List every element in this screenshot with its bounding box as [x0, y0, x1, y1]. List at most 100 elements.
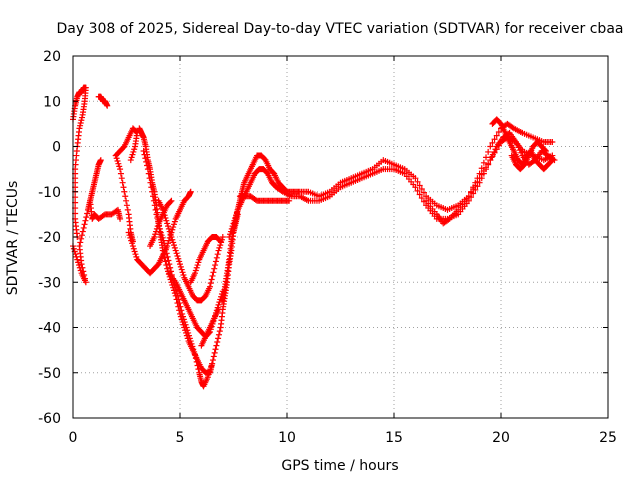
data-point: [168, 197, 175, 204]
data-point: [485, 160, 492, 167]
data-point: [286, 197, 293, 204]
data-point: [164, 220, 171, 227]
data-point: [163, 217, 170, 224]
data-point: [165, 257, 172, 264]
data-point: [414, 178, 421, 185]
data-point: [129, 240, 136, 247]
data-point: [158, 232, 165, 239]
data-point: [130, 245, 137, 252]
data-point: [487, 157, 494, 164]
data-point: [227, 231, 234, 238]
data-point: [207, 366, 214, 373]
data-point: [177, 303, 184, 310]
data-point: [474, 178, 481, 185]
data-point: [173, 250, 180, 257]
data-point: [233, 212, 240, 219]
data-point: [147, 179, 154, 186]
data-point: [84, 210, 91, 217]
data-point: [418, 186, 425, 193]
data-point: [212, 262, 219, 269]
data-point: [180, 272, 187, 279]
data-point: [164, 253, 171, 260]
data-point: [128, 154, 135, 161]
data-point: [478, 171, 485, 178]
data-point: [175, 255, 182, 262]
data-point: [191, 270, 198, 277]
data-point: [548, 157, 555, 164]
data-point: [483, 154, 490, 161]
data-point: [194, 262, 201, 269]
data-point: [121, 188, 128, 195]
data-point: [151, 234, 158, 240]
y-tick-label: -10: [38, 185, 61, 201]
axis-ticks: 0 5 10 15 20 25 -60 -50 -40 -30 -20 -10 0 10 20: [38, 49, 617, 446]
data-point: [78, 235, 85, 242]
data-point: [420, 189, 427, 196]
data-point: [123, 202, 130, 209]
data-point: [171, 221, 178, 228]
data-point: [193, 264, 200, 271]
data-point: [492, 146, 499, 153]
y-tick-label: 10: [43, 94, 61, 110]
data-point: [127, 234, 134, 241]
data-point: [79, 264, 86, 271]
series-track-17: [236, 193, 293, 204]
data-point: [151, 202, 158, 209]
data-point: [165, 223, 172, 230]
data-point: [212, 258, 219, 265]
data-point: [515, 144, 522, 151]
data-point: [167, 198, 174, 205]
data-point: [191, 348, 198, 355]
data-point: [190, 346, 197, 353]
data-point: [176, 300, 183, 307]
data-point: [161, 212, 168, 219]
series-track-1: [70, 197, 124, 286]
series-track-15: [219, 120, 556, 304]
x-tick-label: 5: [176, 430, 185, 446]
data-point: [215, 335, 222, 342]
data-point: [184, 327, 191, 334]
series-track-16: [226, 134, 556, 240]
data-point: [542, 147, 549, 154]
data-point: [132, 143, 139, 150]
data-point: [187, 188, 194, 195]
data-point: [165, 237, 172, 244]
data-point: [178, 307, 185, 314]
plot-area: [70, 84, 558, 390]
data-point: [166, 228, 173, 235]
data-point: [215, 306, 222, 313]
data-point: [114, 157, 121, 164]
data-point: [79, 111, 86, 118]
x-tick-label: 10: [278, 430, 296, 446]
x-tick-label: 15: [385, 430, 403, 446]
series-track-3: [87, 157, 104, 204]
data-point: [132, 251, 139, 258]
data-point: [153, 228, 160, 235]
data-point: [185, 332, 192, 339]
data-point: [233, 209, 240, 216]
data-point: [172, 247, 179, 254]
data-point: [144, 162, 151, 169]
data-point: [542, 148, 549, 155]
data-point: [160, 209, 167, 216]
data-point: [414, 187, 421, 194]
data-point: [491, 136, 498, 143]
data-point: [178, 266, 185, 273]
data-point: [81, 275, 88, 282]
data-point: [516, 147, 523, 154]
data-point: [192, 355, 199, 362]
data-point: [127, 157, 134, 164]
data-point: [210, 269, 217, 276]
y-tick-label: -40: [38, 321, 61, 337]
data-point: [192, 267, 199, 274]
series-track-14: [198, 306, 222, 349]
data-point: [171, 218, 178, 225]
data-point: [170, 239, 177, 246]
data-point: [204, 374, 211, 381]
series-track-11: [155, 197, 226, 304]
data-point: [177, 261, 183, 268]
data-point: [160, 237, 167, 244]
data-point: [163, 262, 170, 269]
data-point: [179, 313, 186, 320]
